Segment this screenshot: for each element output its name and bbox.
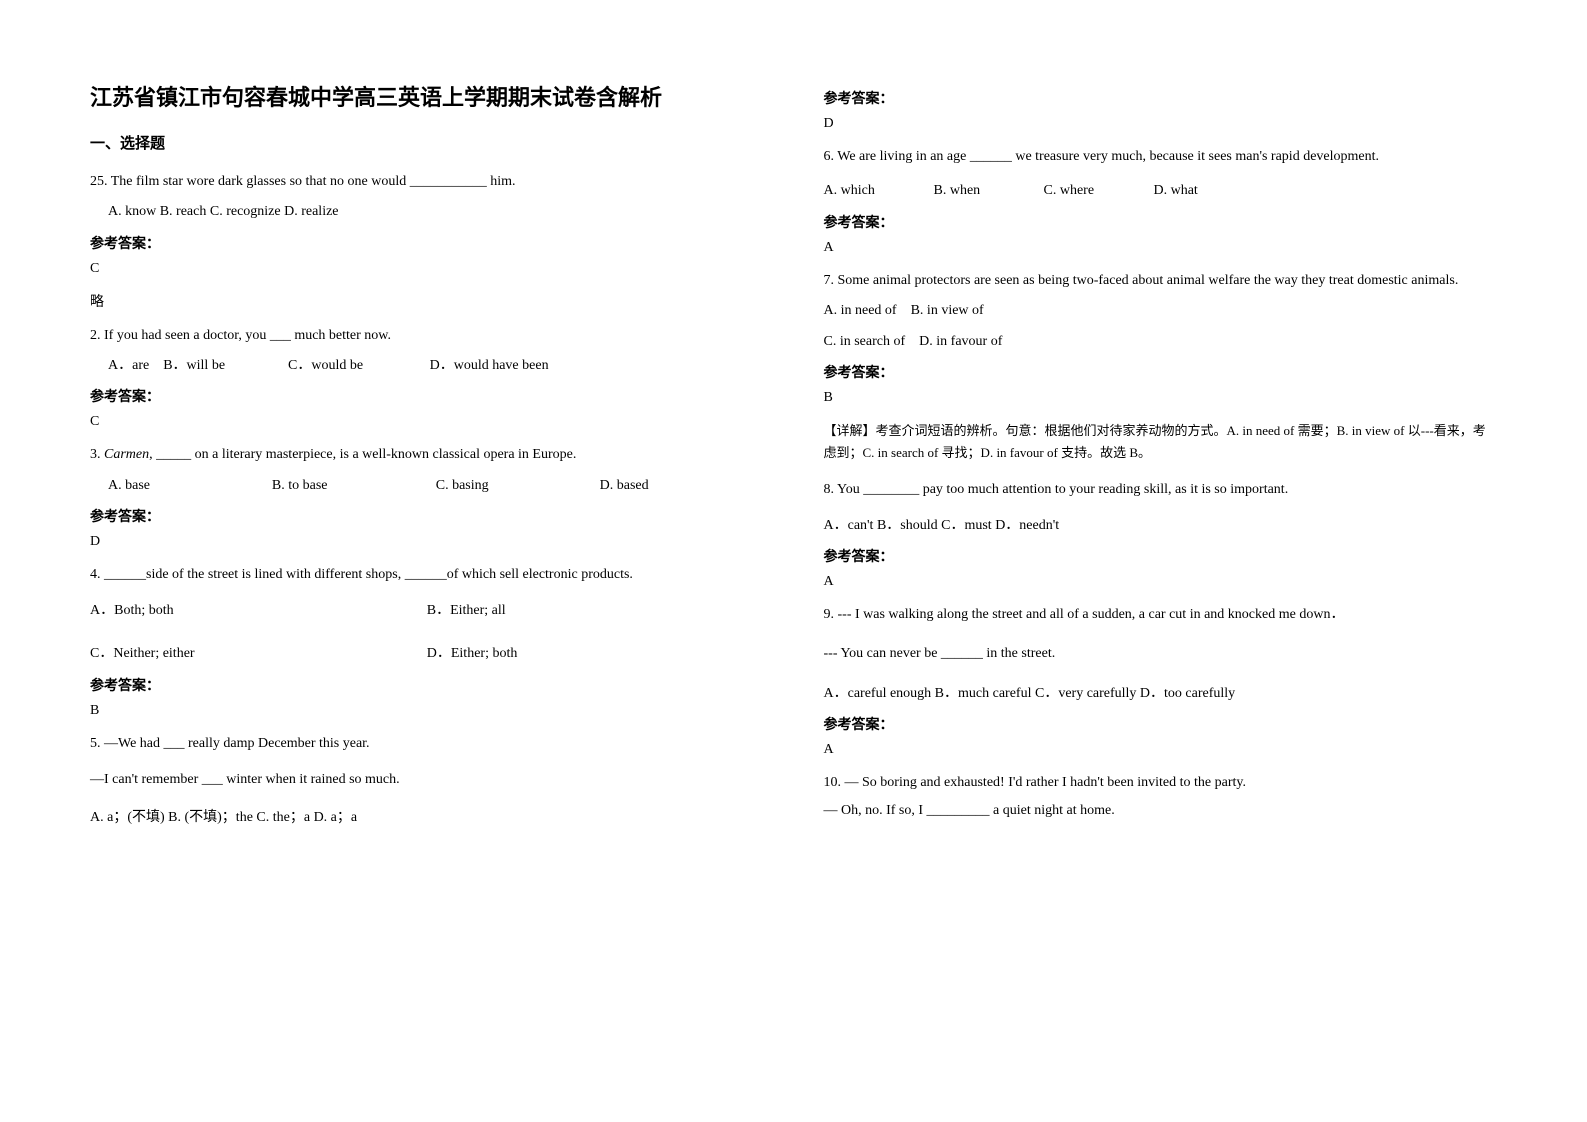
q1-options: A. know B. reach C. recognize D. realize bbox=[90, 199, 764, 224]
q6-text: 6. We are living in an age ______ we tre… bbox=[824, 146, 1498, 168]
q7-optD: D. in favour of bbox=[919, 334, 1002, 349]
q9-line1: 9. --- I was walking along the street an… bbox=[824, 604, 1498, 626]
q7-explanation: 【详解】考查介词短语的辨析。句意：根据他们对待家养动物的方式。A. in nee… bbox=[824, 420, 1498, 464]
section-heading: 一、选择题 bbox=[90, 132, 764, 153]
q3-optC: C. basing bbox=[436, 473, 600, 498]
q3-text-b: , _____ on a literary masterpiece, is a … bbox=[149, 447, 576, 462]
q4-answer: B bbox=[90, 703, 764, 719]
q4-optD: D．Either; both bbox=[427, 641, 764, 666]
q1-note: 略 bbox=[90, 291, 764, 311]
q6-options: A. which B. when C. where D. what bbox=[824, 178, 1498, 203]
q10-line1: 10. — So boring and exhausted! I'd rathe… bbox=[824, 772, 1498, 794]
q3-text-a: 3. bbox=[90, 447, 104, 462]
question-1: 25. The film star wore dark glasses so t… bbox=[90, 171, 764, 311]
q4-optC: C．Neither; either bbox=[90, 641, 427, 666]
q7-optC: C. in search of bbox=[824, 334, 906, 349]
q2-optC: C．would be bbox=[288, 358, 363, 373]
right-column: 参考答案： D 6. We are living in an age _____… bbox=[824, 80, 1498, 1042]
q6-answer: A bbox=[824, 240, 1498, 256]
question-5: 5. —We had ___ really damp December this… bbox=[90, 733, 764, 831]
q2-optB: B．will be bbox=[163, 358, 225, 373]
q5-answer: D bbox=[824, 116, 1498, 132]
q5-line1: 5. —We had ___ really damp December this… bbox=[90, 733, 764, 755]
question-4: 4. ______side of the street is lined wit… bbox=[90, 564, 764, 719]
q4-optA: A．Both; both bbox=[90, 598, 427, 623]
q7-answer-label: 参考答案： bbox=[824, 362, 1498, 382]
q8-answer: A bbox=[824, 574, 1498, 590]
q3-italic: Carmen bbox=[104, 447, 149, 462]
q10-line2: — Oh, no. If so, I _________ a quiet nig… bbox=[824, 800, 1498, 822]
q4-options-row1: A．Both; both B．Either; all bbox=[90, 598, 764, 623]
q9-answer: A bbox=[824, 742, 1498, 758]
q3-answer-label: 参考答案： bbox=[90, 506, 764, 526]
q3-optA: A. base bbox=[108, 473, 272, 498]
q2-optD: D．would have been bbox=[430, 358, 549, 373]
q3-text: 3. Carmen, _____ on a literary masterpie… bbox=[90, 444, 764, 466]
question-9: 9. --- I was walking along the street an… bbox=[824, 604, 1498, 758]
q1-answer-label: 参考答案： bbox=[90, 233, 764, 253]
q5-answer-label: 参考答案： bbox=[824, 88, 1498, 108]
q9-options: A．careful enough B．much careful C．very c… bbox=[824, 681, 1498, 706]
q4-answer-label: 参考答案： bbox=[90, 675, 764, 695]
q1-text: 25. The film star wore dark glasses so t… bbox=[90, 171, 764, 193]
document-title: 江苏省镇江市句容春城中学高三英语上学期期末试卷含解析 bbox=[90, 80, 764, 112]
question-3: 3. Carmen, _____ on a literary masterpie… bbox=[90, 444, 764, 550]
q3-options: A. base B. to base C. basing D. based bbox=[90, 473, 764, 498]
q7-options-row1: A. in need of B. in view of bbox=[824, 298, 1498, 323]
q3-answer: D bbox=[90, 534, 764, 550]
question-6: 6. We are living in an age ______ we tre… bbox=[824, 146, 1498, 256]
q5-options: A. a；(不填) B. (不填)；the C. the；a D. a；a bbox=[90, 805, 764, 830]
q4-options-row2: C．Neither; either D．Either; both bbox=[90, 641, 764, 666]
q1-answer: C bbox=[90, 261, 764, 277]
q6-optB: B. when bbox=[934, 178, 1044, 203]
q2-text: 2. If you had seen a doctor, you ___ muc… bbox=[90, 325, 764, 347]
q8-options: A．can't B．should C．must D．needn't bbox=[824, 513, 1498, 538]
q6-optA: A. which bbox=[824, 178, 934, 203]
q7-optA: A. in need of bbox=[824, 303, 897, 318]
q7-options-row2: C. in search of D. in favour of bbox=[824, 329, 1498, 354]
q6-optD: D. what bbox=[1154, 178, 1264, 203]
q4-text: 4. ______side of the street is lined wit… bbox=[90, 564, 764, 586]
q6-optC: C. where bbox=[1044, 178, 1154, 203]
q2-answer-label: 参考答案： bbox=[90, 386, 764, 406]
q6-answer-label: 参考答案： bbox=[824, 212, 1498, 232]
q7-line1: 7. Some animal protectors are seen as be… bbox=[824, 270, 1498, 292]
q2-optA: A．are bbox=[108, 358, 149, 373]
question-7: 7. Some animal protectors are seen as be… bbox=[824, 270, 1498, 465]
question-2: 2. If you had seen a doctor, you ___ muc… bbox=[90, 325, 764, 431]
q8-answer-label: 参考答案： bbox=[824, 546, 1498, 566]
q2-answer: C bbox=[90, 414, 764, 430]
q3-optB: B. to base bbox=[272, 473, 436, 498]
q5-line2: —I can't remember ___ winter when it rai… bbox=[90, 769, 764, 791]
q9-line2: --- You can never be ______ in the stree… bbox=[824, 643, 1498, 665]
q7-optB: B. in view of bbox=[911, 303, 984, 318]
question-8: 8. You ________ pay too much attention t… bbox=[824, 479, 1498, 591]
left-column: 江苏省镇江市句容春城中学高三英语上学期期末试卷含解析 一、选择题 25. The… bbox=[90, 80, 764, 1042]
q3-optD: D. based bbox=[600, 473, 764, 498]
question-10: 10. — So boring and exhausted! I'd rathe… bbox=[824, 772, 1498, 823]
q4-optB: B．Either; all bbox=[427, 598, 764, 623]
q7-answer: B bbox=[824, 390, 1498, 406]
q9-answer-label: 参考答案： bbox=[824, 714, 1498, 734]
q8-text: 8. You ________ pay too much attention t… bbox=[824, 479, 1498, 501]
q2-options: A．are B．will be C．would be D．would have … bbox=[90, 353, 764, 378]
